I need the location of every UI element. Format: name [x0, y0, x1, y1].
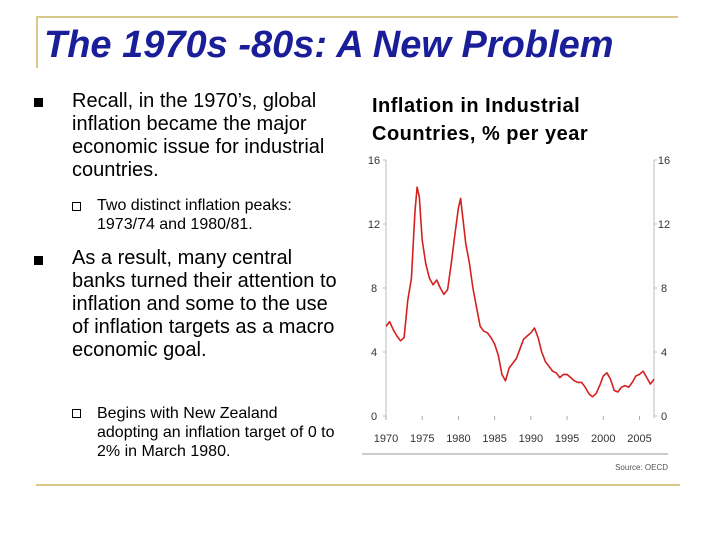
frame-bottom-rule: [36, 484, 680, 486]
x-tick-label: 1995: [555, 433, 579, 445]
sub-bullet-marker: [72, 409, 81, 418]
x-tick-label: 1975: [410, 433, 434, 445]
y-tick-label-right: 0: [661, 411, 667, 423]
y-tick-label-right: 4: [661, 347, 667, 359]
x-tick-label: 2000: [591, 433, 615, 445]
chart-title: Inflation in Industrial Countries, % per…: [372, 95, 589, 145]
x-tick-label: 1980: [446, 433, 470, 445]
bullet-marker: [34, 256, 43, 265]
chart-source: Source: OECD: [615, 463, 668, 472]
frame-left-rule: [36, 16, 38, 68]
y-tick-label-right: 16: [658, 155, 670, 167]
bullet-1-text: Recall, in the 1970’s, global inflation …: [72, 90, 325, 181]
x-tick-label: 1990: [519, 433, 543, 445]
bullet-1-sub-text: Two distinct inflation peaks: 1973/74 an…: [97, 197, 292, 233]
frame-top-rule: [36, 16, 678, 18]
bullet-2-text: As a result, many central banks turned t…: [72, 247, 337, 361]
x-tick-label: 2005: [627, 433, 651, 445]
bullet-2-sub-text: Begins with New Zealand adopting an infl…: [97, 405, 335, 460]
y-tick-label-left: 16: [368, 155, 380, 167]
inflation-series-line: [385, 186, 655, 398]
y-tick-label-left: 4: [371, 347, 377, 359]
y-tick-label-left: 12: [368, 219, 380, 231]
sub-bullet-marker: [72, 202, 81, 211]
y-tick-label-right: 12: [658, 219, 670, 231]
x-tick-label: 1970: [374, 433, 398, 445]
slide-title: The 1970s -80s: A New Problem: [44, 24, 614, 66]
y-tick-label-right: 8: [661, 283, 667, 295]
x-tick-label: 1985: [482, 433, 506, 445]
y-tick-label-left: 0: [371, 411, 377, 423]
y-tick-label-left: 8: [371, 283, 377, 295]
bullet-marker: [34, 98, 43, 107]
